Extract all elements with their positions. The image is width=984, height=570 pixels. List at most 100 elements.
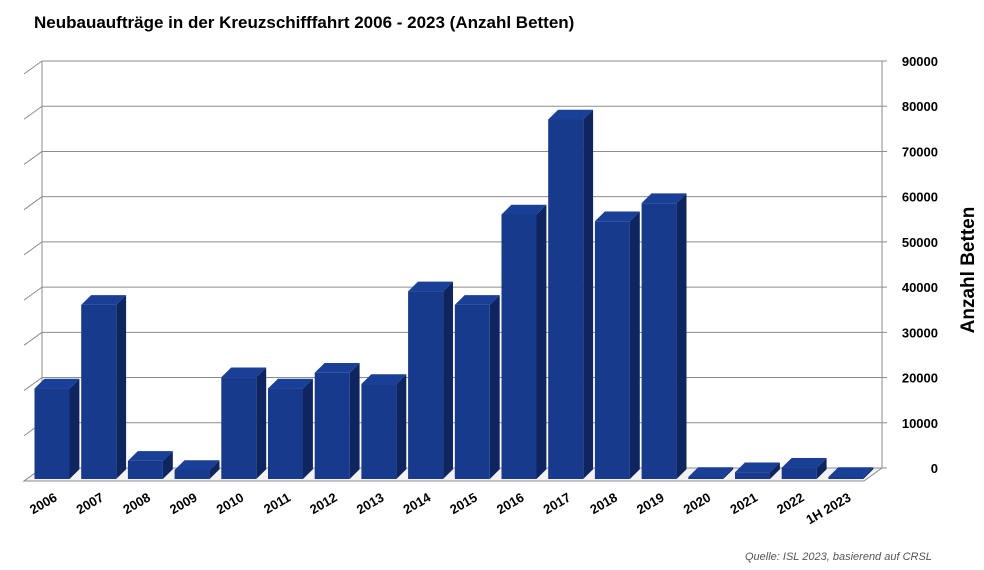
bar-side bbox=[863, 467, 874, 479]
bar-top bbox=[127, 451, 173, 461]
bar bbox=[688, 467, 734, 479]
bar-front bbox=[548, 119, 584, 479]
bar bbox=[221, 367, 267, 479]
x-tick-label: 2009 bbox=[167, 490, 200, 517]
y-tick-label: 20000 bbox=[902, 371, 938, 386]
bar-top bbox=[594, 211, 640, 222]
bar-side bbox=[162, 451, 173, 479]
source-note: Quelle: ISL 2023, basierend auf CRSL bbox=[745, 551, 932, 563]
bar-front bbox=[268, 388, 303, 479]
bar-side bbox=[770, 462, 780, 479]
bar-top bbox=[221, 367, 267, 378]
bar bbox=[641, 193, 687, 479]
y-tick-label: 90000 bbox=[902, 54, 938, 69]
bar-side bbox=[489, 295, 500, 479]
bar-side bbox=[629, 211, 640, 479]
bar bbox=[735, 462, 780, 479]
x-tick-label: 2022 bbox=[774, 490, 807, 517]
x-tick-label: 2021 bbox=[727, 490, 760, 517]
bar-top bbox=[268, 378, 313, 389]
bar bbox=[454, 295, 500, 479]
bar-front bbox=[314, 372, 350, 479]
x-tick-label: 2010 bbox=[214, 490, 247, 517]
bar bbox=[361, 374, 407, 479]
bar-side bbox=[583, 109, 594, 479]
x-tick-label: 2016 bbox=[494, 490, 527, 517]
bar-front bbox=[127, 460, 163, 479]
x-tick-labels: 2006 2007 2008 2009 2010 2011 2012 2013 2014 2015… bbox=[27, 489, 853, 527]
bar-side bbox=[676, 193, 687, 479]
bar-side bbox=[349, 362, 360, 479]
bar-front bbox=[361, 384, 397, 479]
bar bbox=[127, 451, 173, 479]
y-tick-label: 70000 bbox=[902, 144, 938, 159]
x-tick-label: 2014 bbox=[401, 489, 434, 517]
bar-front bbox=[81, 304, 117, 479]
gridline-side bbox=[23, 151, 43, 165]
x-tick-label: 2018 bbox=[587, 490, 620, 517]
bar-top bbox=[454, 295, 500, 305]
bar-side bbox=[116, 295, 127, 479]
bar bbox=[594, 211, 640, 479]
bar-top bbox=[548, 109, 594, 120]
bar bbox=[81, 295, 127, 479]
bar-top bbox=[408, 281, 453, 292]
bar bbox=[314, 362, 360, 479]
bar-top bbox=[174, 460, 220, 470]
bar bbox=[548, 109, 594, 479]
bar-front bbox=[454, 304, 490, 479]
bars bbox=[34, 109, 874, 479]
bar bbox=[174, 460, 220, 479]
bar-top bbox=[314, 362, 360, 373]
y-tick-label: 50000 bbox=[902, 235, 938, 250]
y-tick-label: 80000 bbox=[902, 99, 938, 114]
y-tick-label: 10000 bbox=[902, 416, 938, 431]
bar-top bbox=[361, 374, 407, 385]
y-tick-labels: 0 10000 20000 30000 40000 50000 60000 70000 8000… bbox=[902, 54, 938, 476]
bar-side bbox=[723, 467, 734, 479]
y-axis-title: Anzahl Betten bbox=[958, 207, 979, 334]
bar-front bbox=[34, 388, 70, 479]
bar-front bbox=[781, 467, 817, 479]
bar-front bbox=[221, 377, 257, 479]
bar bbox=[828, 467, 874, 479]
bar-top bbox=[641, 193, 687, 204]
bar-front bbox=[688, 477, 724, 479]
y-tick-label: 0 bbox=[931, 461, 938, 476]
bar-top bbox=[781, 457, 827, 468]
bar bbox=[408, 281, 453, 479]
gridline-side bbox=[23, 196, 43, 211]
bar-side bbox=[816, 457, 827, 479]
bar-side bbox=[443, 281, 453, 479]
bar-side bbox=[396, 374, 407, 479]
bar-side bbox=[256, 367, 267, 479]
bar bbox=[501, 204, 547, 479]
bar-top bbox=[828, 467, 874, 477]
bar bbox=[781, 457, 827, 479]
x-tick-label: 2008 bbox=[120, 490, 153, 517]
x-tick-label: 2006 bbox=[27, 490, 60, 517]
bar-front bbox=[174, 469, 210, 479]
x-tick-label: 2020 bbox=[681, 490, 714, 517]
chart-title: Neubauaufträge in der Kreuzschifffahrt 2… bbox=[34, 13, 575, 32]
x-tick-label: 2012 bbox=[307, 490, 340, 517]
gridline-side bbox=[23, 331, 43, 346]
x-tick-label: 1H 2023 bbox=[803, 490, 853, 528]
gridline-side bbox=[23, 286, 43, 301]
bar-side bbox=[303, 378, 313, 479]
bar-top bbox=[34, 378, 80, 389]
bar-front bbox=[641, 203, 677, 479]
x-tick-label: 2019 bbox=[634, 490, 667, 517]
y-tick-label: 30000 bbox=[902, 325, 938, 340]
bar bbox=[268, 378, 313, 479]
bar-side bbox=[536, 204, 547, 479]
gridline-side bbox=[23, 105, 43, 120]
y-tick-label: 60000 bbox=[902, 190, 938, 205]
x-tick-label: 2017 bbox=[541, 490, 574, 517]
bar-front bbox=[735, 472, 770, 479]
bar-side bbox=[69, 378, 80, 479]
bar-front bbox=[501, 214, 537, 479]
bar-top bbox=[501, 204, 547, 215]
bar bbox=[34, 378, 80, 479]
